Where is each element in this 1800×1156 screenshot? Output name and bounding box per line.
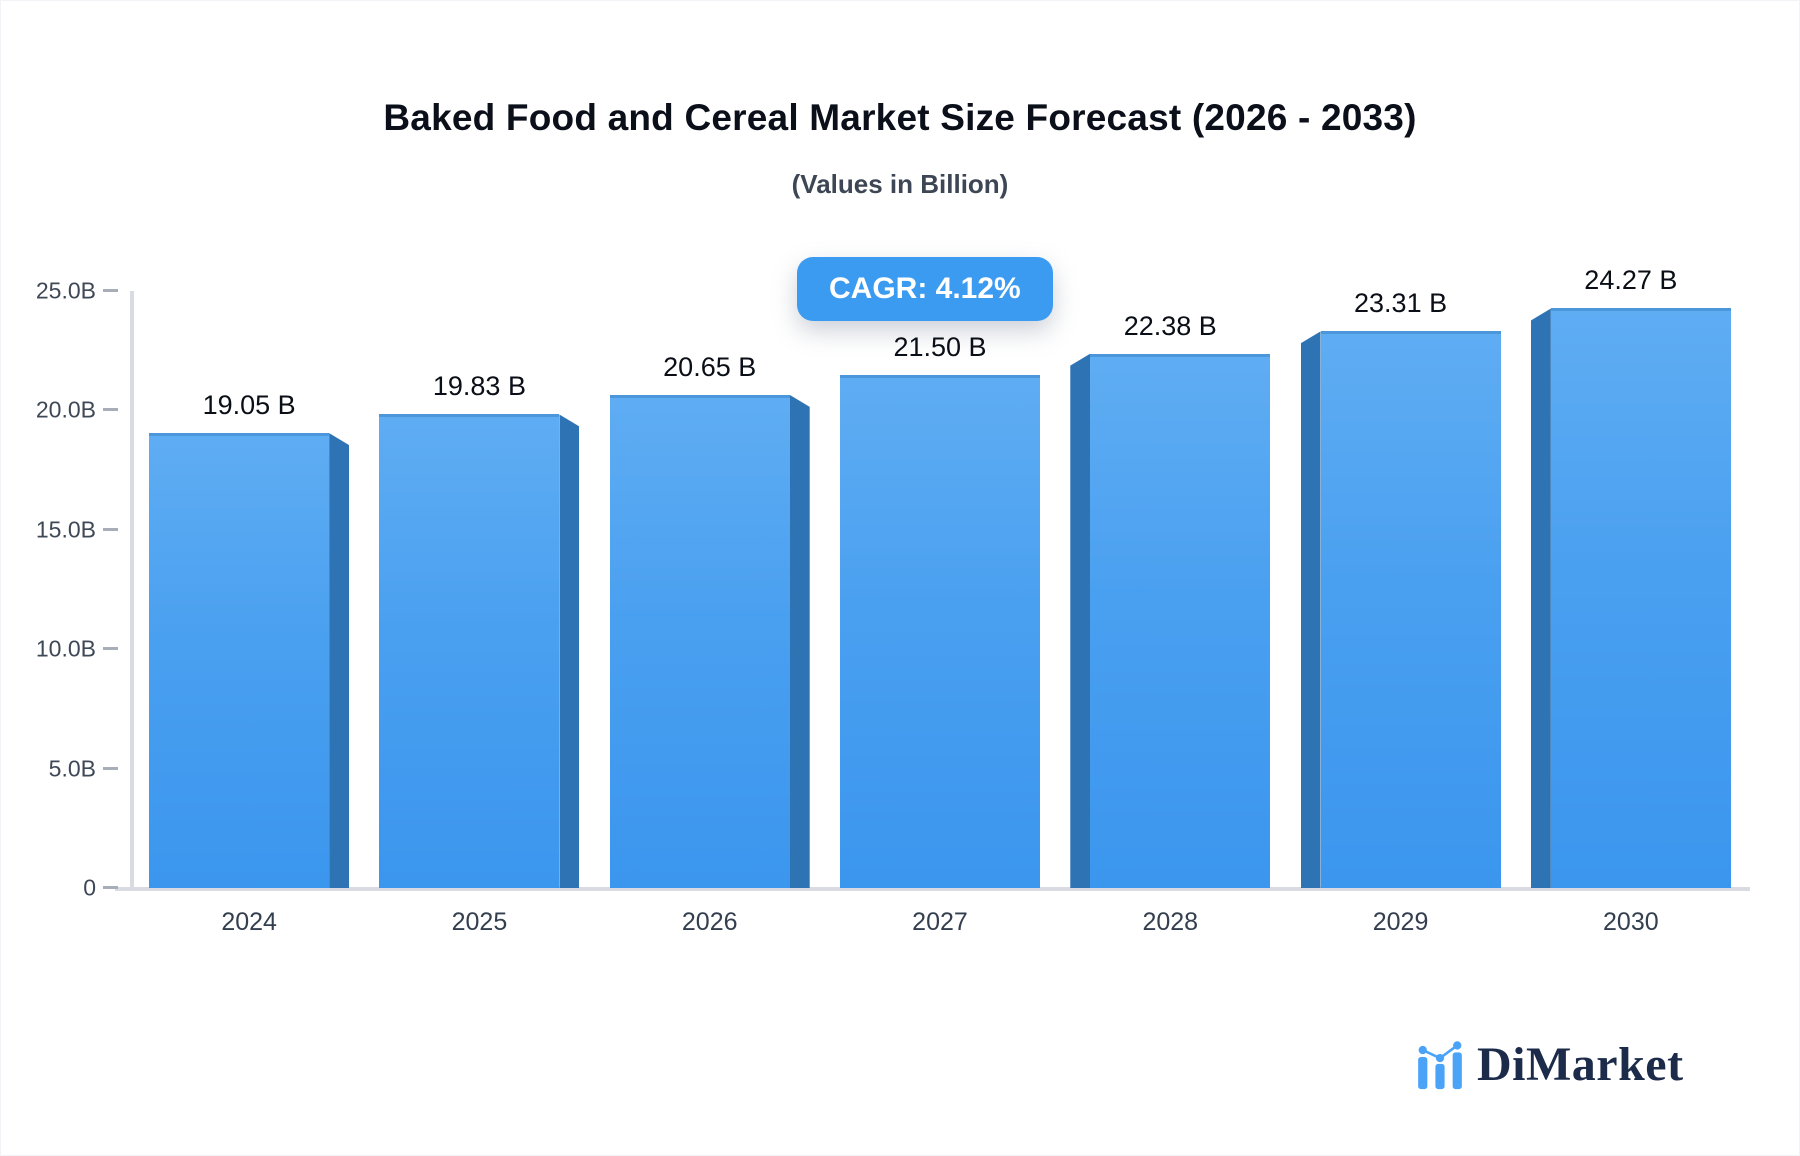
bar-slot: 21.50 B 2027 — [825, 291, 1055, 936]
bar-value-label: 20.65 B — [663, 351, 757, 382]
x-axis-label: 2027 — [912, 908, 968, 936]
bar-value-label: 22.38 B — [1123, 310, 1217, 341]
x-axis-label: 2029 — [1372, 908, 1429, 936]
bar — [609, 394, 810, 888]
bar-value-label: 23.31 B — [1354, 288, 1448, 319]
bar-face — [609, 394, 790, 888]
bar-slot: 22.38 B 2028 — [1055, 291, 1285, 936]
chart-subtitle: (Values in Billion) — [791, 169, 1009, 199]
y-axis-line — [130, 291, 134, 891]
tick-mark — [103, 886, 118, 889]
bar-side-3d — [1530, 308, 1551, 888]
x-axis-label: 2026 — [681, 908, 738, 936]
bar-slot: 19.05 B 2024 — [134, 291, 364, 936]
cagr-badge: CAGR: 4.12% — [797, 257, 1053, 321]
bar-side-3d — [789, 394, 810, 888]
bar-side-3d — [1300, 331, 1321, 888]
bar-face — [149, 433, 330, 888]
x-axis-label: 2028 — [1142, 908, 1199, 936]
bar-slot: 19.83 B 2025 — [364, 291, 594, 936]
y-tick-label: 0 — [83, 874, 96, 901]
tick-mark — [103, 527, 118, 531]
chart-title: Baked Food and Cereal Market Size Foreca… — [383, 97, 1417, 138]
bar-side-3d — [559, 414, 580, 888]
tick-mark — [103, 408, 118, 412]
bar — [1070, 353, 1271, 888]
bar-slot: 20.65 B 2026 — [595, 291, 825, 936]
bar-face — [1550, 308, 1731, 888]
bar-value-label: 24.27 B — [1584, 265, 1678, 296]
x-axis-label: 2030 — [1603, 908, 1659, 936]
bar-side-3d — [1070, 353, 1091, 888]
bar-value-label: 19.83 B — [432, 371, 526, 402]
bar-value-label: 19.05 B — [202, 390, 296, 421]
y-tick-label: 10.0B — [35, 635, 96, 662]
bar-face — [379, 414, 560, 888]
bar-face — [1320, 331, 1501, 888]
x-axis-label: 2025 — [451, 908, 508, 936]
dimarket-logo-icon — [1418, 1040, 1462, 1089]
x-axis-baseline — [115, 887, 1750, 891]
bar-value-label: 21.50 B — [893, 331, 987, 362]
brand-name: DiMarket — [1477, 1038, 1684, 1091]
bar-slot: 23.31 B 2029 — [1285, 288, 1515, 936]
y-tick-label: 15.0B — [35, 516, 96, 543]
bar-face — [1090, 353, 1271, 888]
bar-face — [839, 374, 1040, 888]
bar — [839, 374, 1040, 888]
bar — [1530, 308, 1731, 888]
bar — [379, 414, 580, 888]
bar-side-3d — [329, 433, 350, 888]
brand-footer: DiMarket — [1417, 1037, 1684, 1092]
tick-mark — [103, 289, 118, 292]
tick-mark — [103, 766, 118, 770]
plot-area: 25.0B 20.0B 15.0B 10.0B 5.0B 0 19.05 B 2024 19.8… — [36, 265, 1750, 936]
y-tick-label: 5.0B — [48, 755, 96, 782]
bar — [1300, 331, 1501, 888]
x-axis-label: 2024 — [221, 908, 277, 936]
y-tick-label: 20.0B — [35, 396, 96, 423]
y-tick-label: 25.0B — [35, 277, 96, 304]
bar-slot: 24.27 B 2030 — [1516, 265, 1746, 936]
bar — [149, 433, 350, 888]
tick-mark — [103, 647, 118, 651]
